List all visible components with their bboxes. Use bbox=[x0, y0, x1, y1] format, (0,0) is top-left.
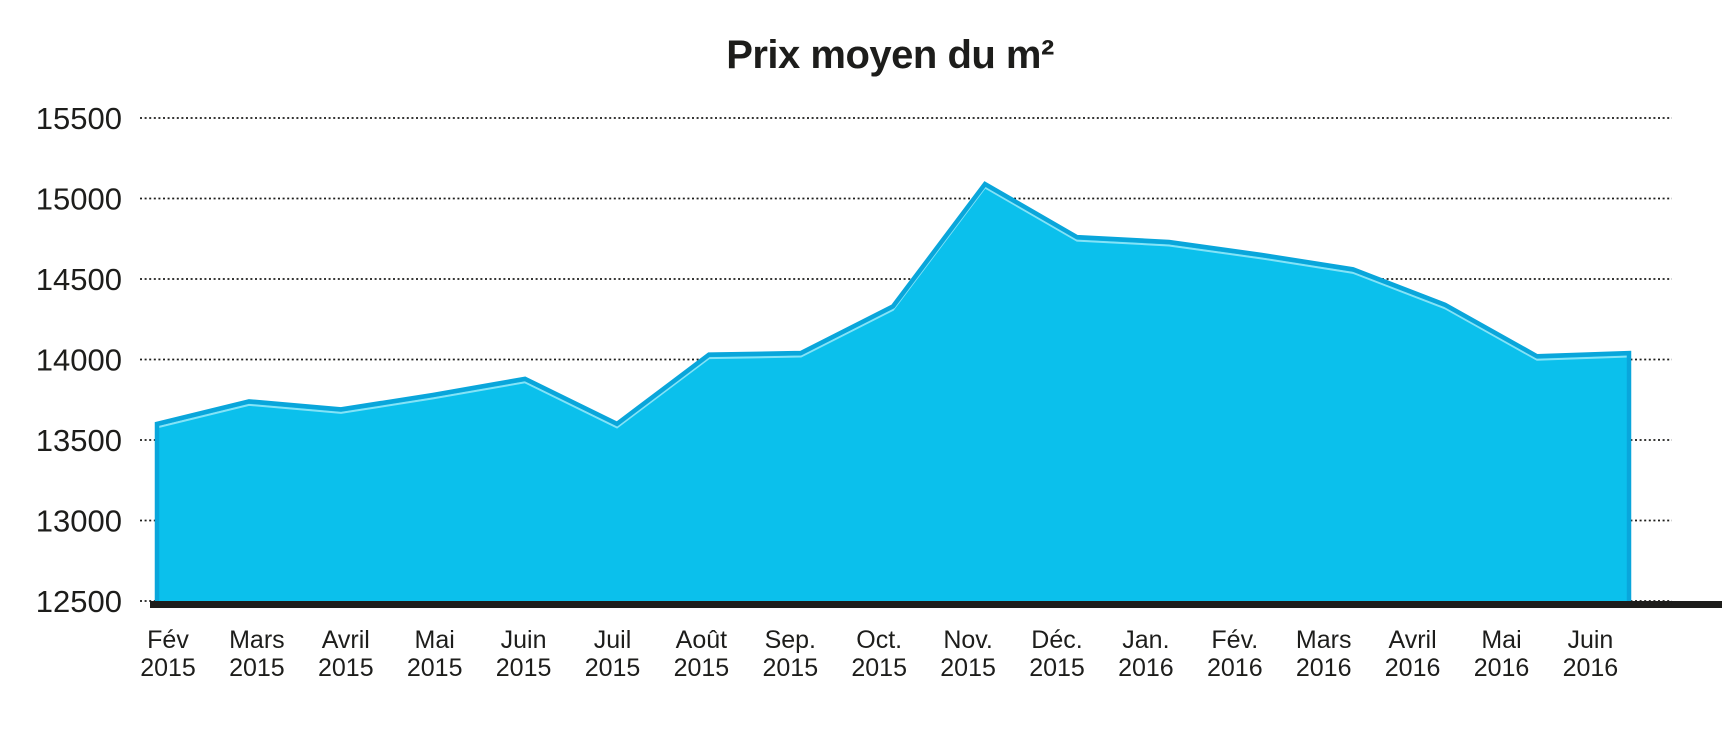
x-tick-label-year: 2016 bbox=[1474, 654, 1530, 682]
x-tick-label-year: 2015 bbox=[940, 654, 996, 682]
y-tick-label: 12500 bbox=[36, 584, 122, 619]
area-fill bbox=[157, 184, 1629, 601]
x-tick-label: Oct.2015 bbox=[851, 626, 907, 682]
x-tick-label-month: Août bbox=[676, 626, 727, 654]
x-tick-label-year: 2015 bbox=[762, 654, 818, 682]
x-tick-label-month: Mars bbox=[1296, 626, 1352, 654]
x-tick-label-year: 2015 bbox=[674, 654, 730, 682]
x-tick-label-month: Fév. bbox=[1211, 626, 1258, 654]
x-tick-label-year: 2016 bbox=[1118, 654, 1174, 682]
x-tick-label-month: Mars bbox=[229, 626, 285, 654]
x-tick-label-month: Mai bbox=[1481, 626, 1521, 654]
x-tick-label: Nov.2015 bbox=[940, 626, 996, 682]
x-tick-label-year: 2015 bbox=[496, 654, 552, 682]
y-tick-label: 13000 bbox=[36, 504, 122, 539]
x-tick-label: Jan.2016 bbox=[1118, 626, 1174, 682]
y-tick-label: 14500 bbox=[36, 262, 122, 297]
x-tick-label-year: 2015 bbox=[585, 654, 641, 682]
x-tick-label-month: Fév bbox=[147, 626, 189, 654]
x-tick-label-year: 2015 bbox=[140, 654, 196, 682]
x-axis-labels: Fév2015Mars2015Avril2015Mai2015Juin2015J… bbox=[140, 626, 1618, 682]
x-tick-label-year: 2015 bbox=[1029, 654, 1085, 682]
x-tick-label-month: Nov. bbox=[943, 626, 993, 654]
x-tick-label-year: 2016 bbox=[1296, 654, 1352, 682]
area-outline bbox=[154, 181, 1632, 601]
area-highlight bbox=[156, 186, 1630, 429]
x-tick-label: Déc.2015 bbox=[1029, 626, 1085, 682]
y-tick-label: 15000 bbox=[36, 182, 122, 217]
x-axis-baseline bbox=[150, 601, 1722, 608]
chart-title: Prix moyen du m² bbox=[726, 33, 1054, 77]
x-tick-label: Sep.2015 bbox=[762, 626, 818, 682]
x-tick-label-year: 2015 bbox=[851, 654, 907, 682]
x-tick-label-month: Juin bbox=[1567, 626, 1613, 654]
x-tick-label-year: 2015 bbox=[318, 654, 374, 682]
x-tick-label-year: 2016 bbox=[1563, 654, 1619, 682]
x-tick-label-month: Mai bbox=[415, 626, 455, 654]
x-tick-label-year: 2016 bbox=[1207, 654, 1263, 682]
x-tick-label-month: Juin bbox=[501, 626, 547, 654]
x-tick-label-month: Oct. bbox=[856, 626, 902, 654]
x-tick-label: Fév.2016 bbox=[1207, 626, 1263, 682]
x-tick-label-month: Avril bbox=[322, 626, 370, 654]
x-tick-label-year: 2015 bbox=[407, 654, 463, 682]
x-tick-label-month: Avril bbox=[1389, 626, 1437, 654]
area-series bbox=[154, 181, 1632, 601]
y-tick-label: 14000 bbox=[36, 343, 122, 378]
y-tick-label: 13500 bbox=[36, 423, 122, 458]
x-tick-label-month: Sep. bbox=[765, 626, 816, 654]
x-tick-label-month: Jan. bbox=[1122, 626, 1169, 654]
y-tick-label: 15500 bbox=[36, 101, 122, 136]
x-tick-label-month: Juil bbox=[594, 626, 632, 654]
x-tick-label-month: Déc. bbox=[1031, 626, 1082, 654]
y-axis-labels: 15500 15000 14500 14000 13500 13000 12500 bbox=[36, 101, 122, 619]
x-tick-label-year: 2015 bbox=[229, 654, 285, 682]
x-tick-label-year: 2016 bbox=[1385, 654, 1441, 682]
